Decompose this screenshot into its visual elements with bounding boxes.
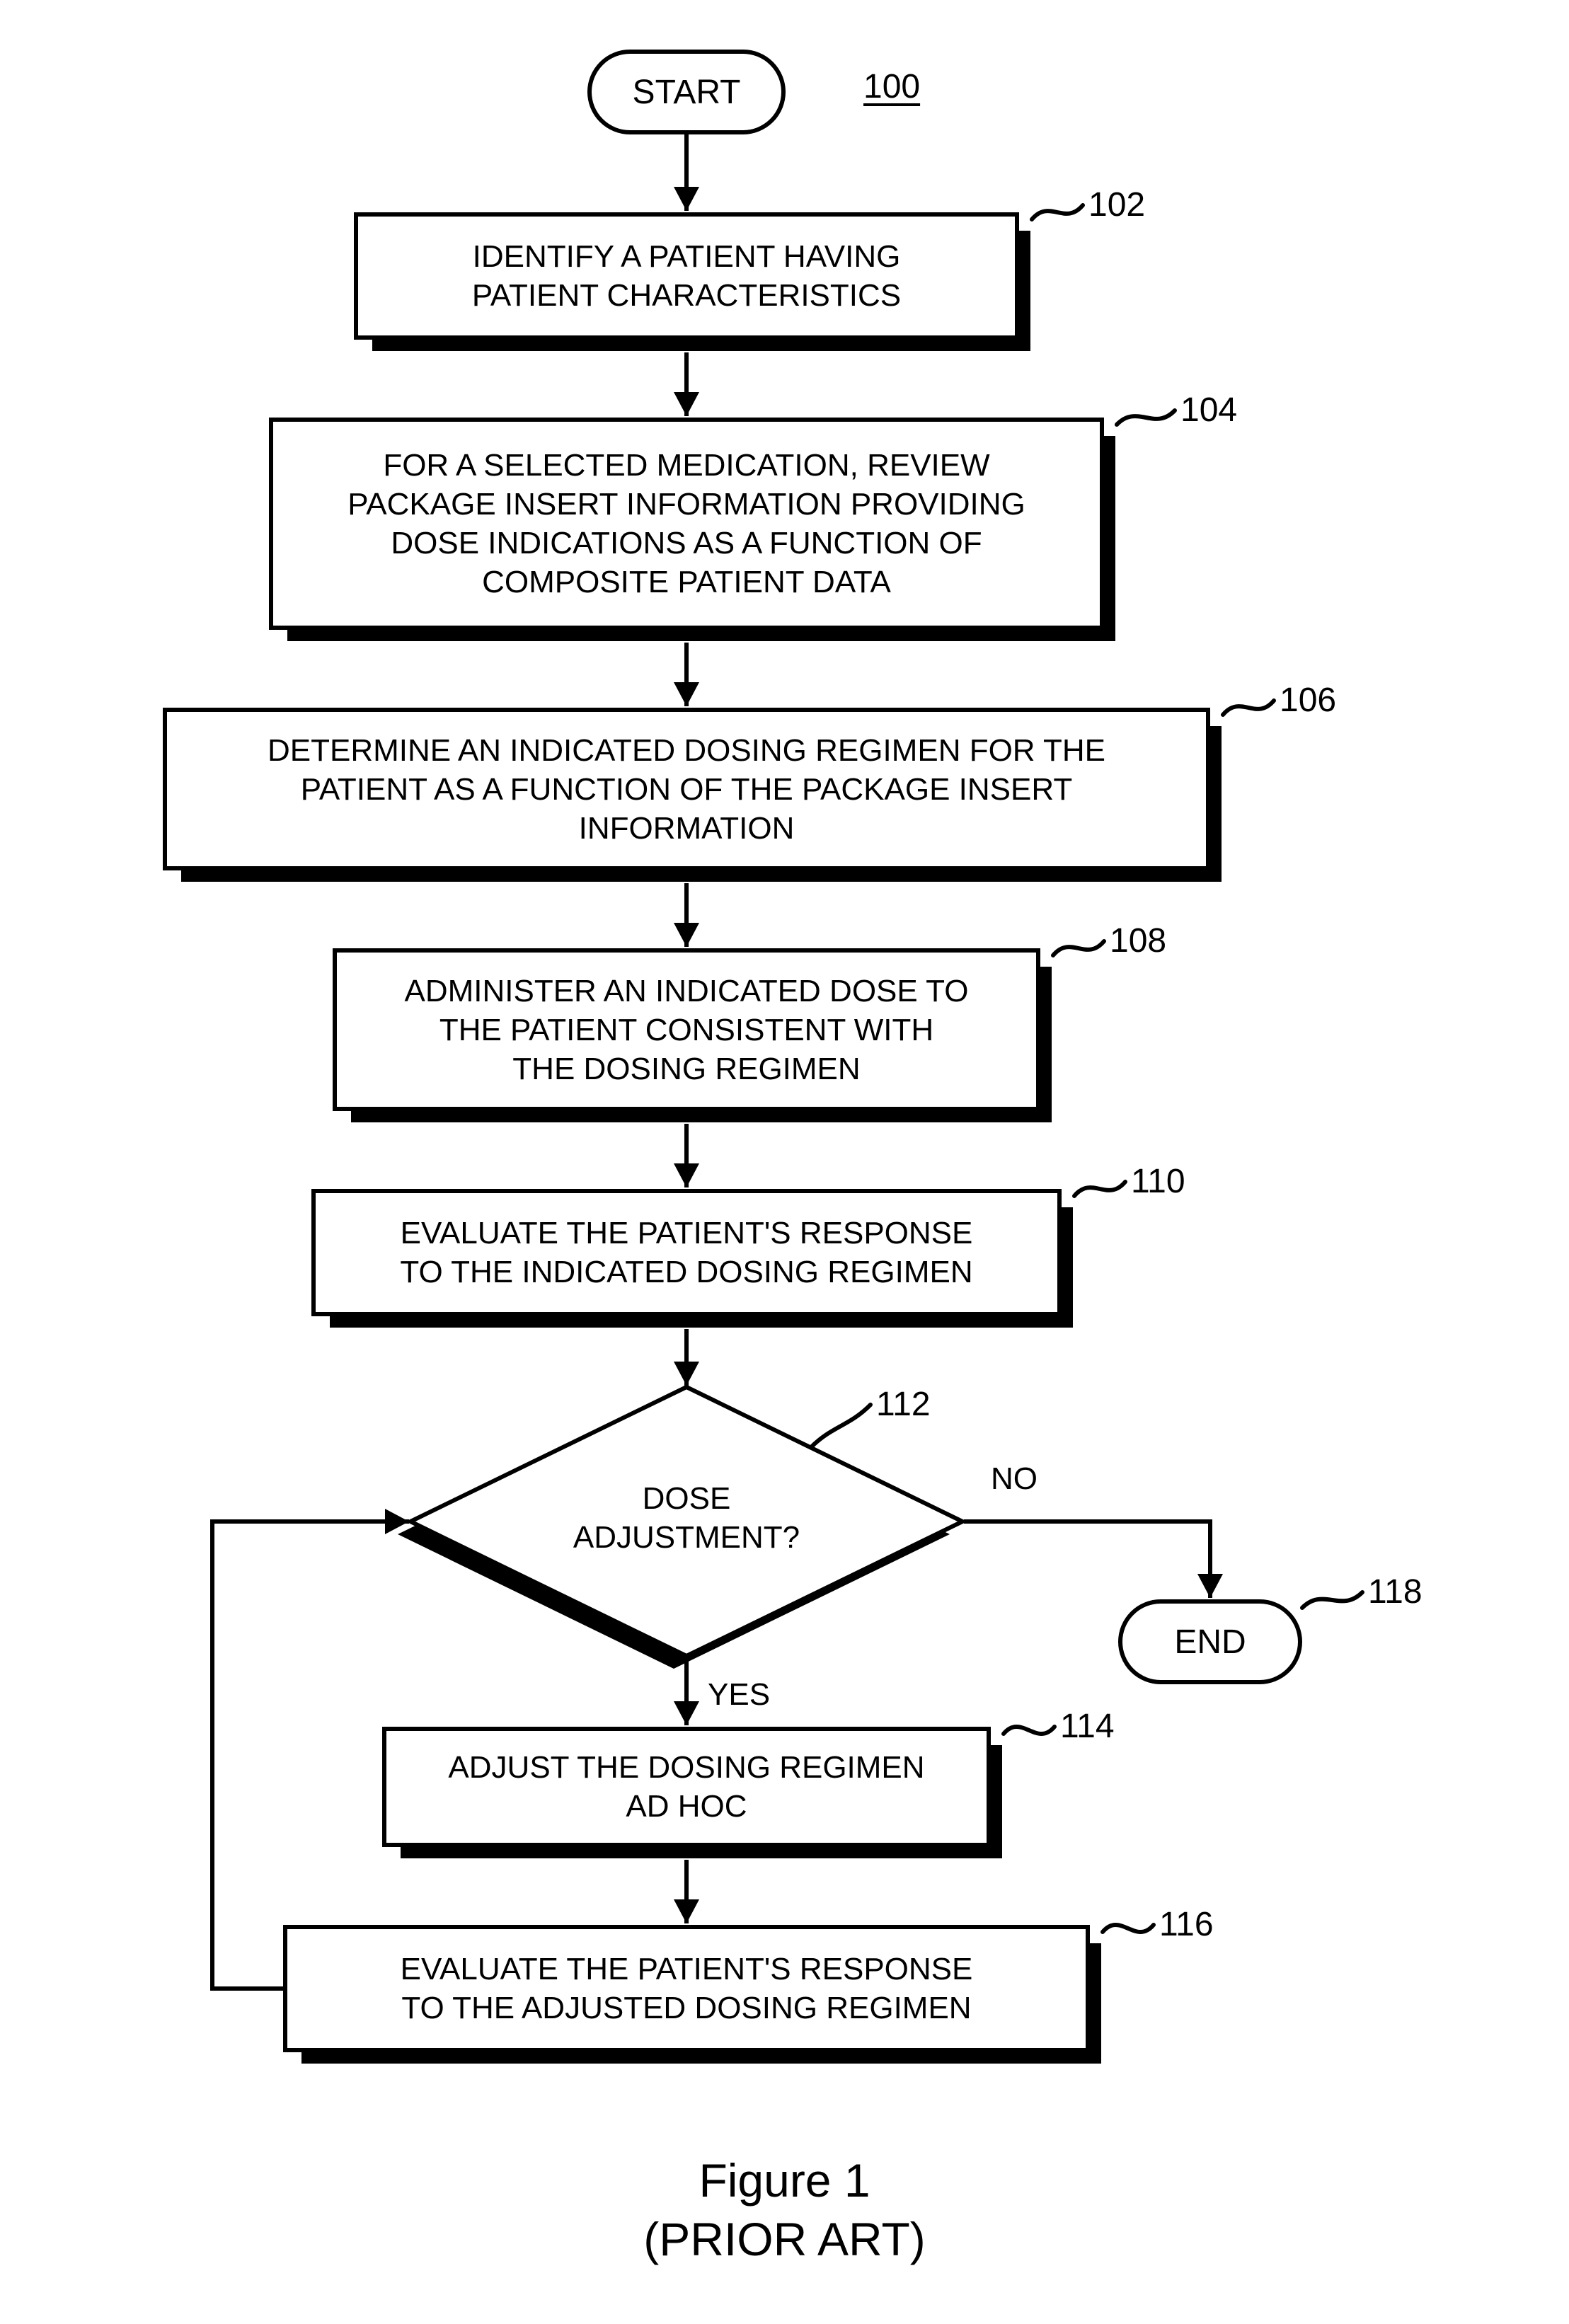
end-terminator: END [1118, 1599, 1302, 1684]
process-104: FOR A SELECTED MEDICATION, REVIEW PACKAG… [269, 418, 1104, 630]
process-text-102: IDENTIFY A PATIENT HAVING PATIENT CHARAC… [472, 237, 901, 315]
process-106: DETERMINE AN INDICATED DOSING REGIMEN FO… [163, 708, 1210, 870]
end-terminator-label: END [1174, 1623, 1246, 1662]
process-102: IDENTIFY A PATIENT HAVING PATIENT CHARAC… [354, 212, 1019, 340]
process-text-108: ADMINISTER AN INDICATED DOSE TO THE PATI… [404, 972, 968, 1088]
ref-110: 110 [1131, 1162, 1185, 1201]
caption-line1: Figure 1 [0, 2151, 1569, 2210]
start-terminator-label: START [633, 73, 741, 112]
ref-114: 114 [1060, 1707, 1115, 1746]
ref-106: 106 [1280, 681, 1336, 720]
process-text-110: EVALUATE THE PATIENT'S RESPONSE TO THE I… [400, 1214, 972, 1292]
process-116: EVALUATE THE PATIENT'S RESPONSE TO THE A… [283, 1925, 1090, 2052]
process-text-114: ADJUST THE DOSING REGIMEN AD HOC [448, 1748, 924, 1826]
figure-caption: Figure 1(PRIOR ART) [0, 2151, 1569, 2268]
ref-102: 102 [1088, 185, 1145, 224]
process-text-104: FOR A SELECTED MEDICATION, REVIEW PACKAG… [347, 446, 1025, 602]
process-108: ADMINISTER AN INDICATED DOSE TO THE PATI… [333, 948, 1040, 1111]
ref-118: 118 [1368, 1572, 1423, 1611]
ref-100: 100 [863, 67, 920, 106]
decision-no: NO [991, 1461, 1038, 1497]
decision-yes: YES [708, 1677, 770, 1713]
ref-104: 104 [1180, 391, 1237, 430]
process-text-106: DETERMINE AN INDICATED DOSING REGIMEN FO… [268, 731, 1105, 848]
ref-108: 108 [1110, 921, 1166, 960]
process-text-116: EVALUATE THE PATIENT'S RESPONSE TO THE A… [401, 1950, 973, 2027]
decision-text: DOSE ADJUSTMENT? [510, 1479, 863, 1557]
ref-116: 116 [1159, 1905, 1214, 1944]
process-110: EVALUATE THE PATIENT'S RESPONSE TO THE I… [311, 1189, 1062, 1316]
caption-line2: (PRIOR ART) [0, 2210, 1569, 2269]
process-114: ADJUST THE DOSING REGIMEN AD HOC [382, 1727, 991, 1847]
start-terminator: START [587, 50, 786, 134]
ref-112: 112 [876, 1385, 931, 1424]
